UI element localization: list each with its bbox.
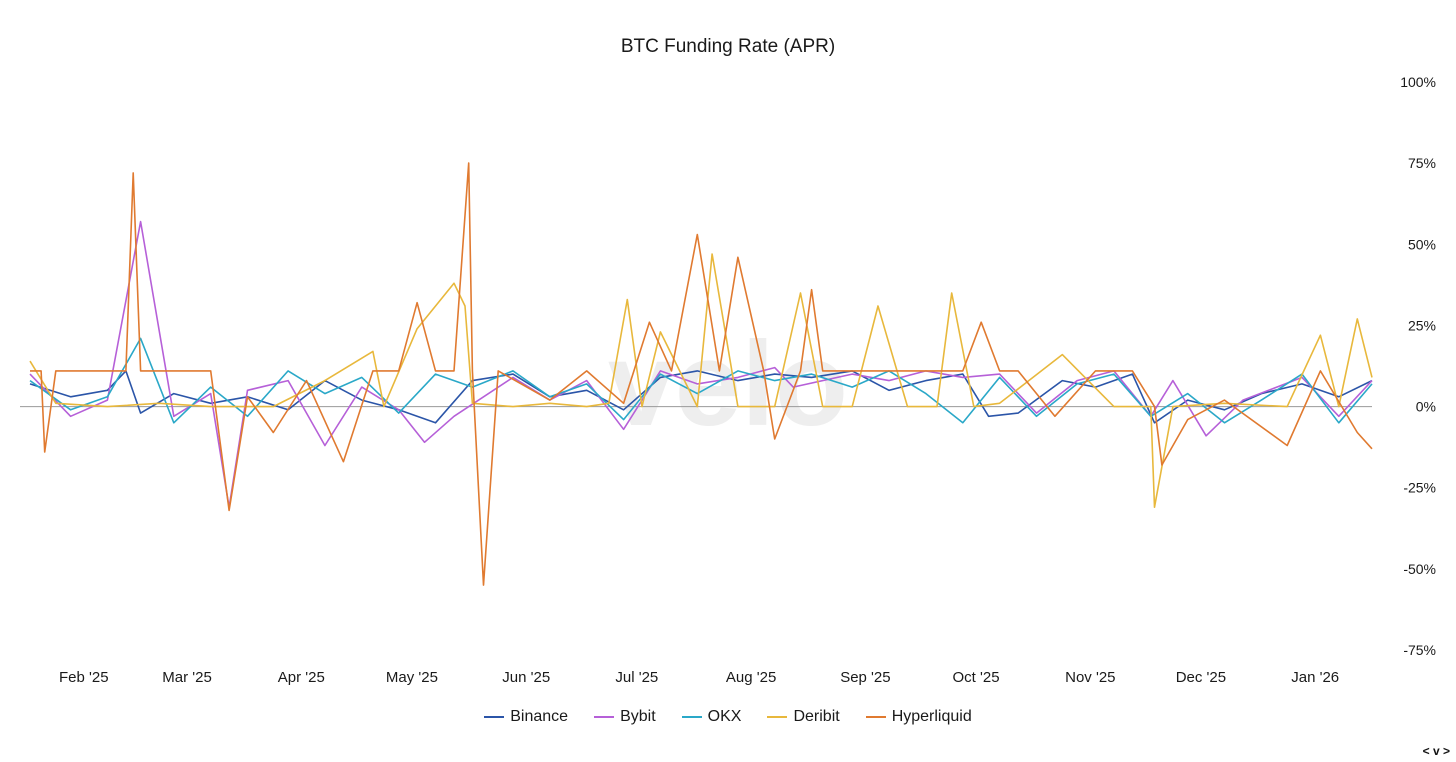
x-tick-label: Jun '25 [502, 669, 550, 686]
legend-swatch [594, 716, 615, 718]
y-tick-label: -25% [1403, 480, 1436, 496]
x-tick-label: May '25 [386, 669, 438, 686]
x-tick-label: Oct '25 [952, 669, 999, 686]
y-tick-label: 100% [1400, 74, 1436, 90]
y-axis: 100% 75% 50% 25% 0% -25% -50% -75% [1400, 74, 1436, 658]
legend-swatch [767, 716, 788, 718]
x-tick-label: Aug '25 [726, 669, 776, 686]
x-tick-label: Sep '25 [840, 669, 890, 686]
x-tick-label: Apr '25 [278, 669, 325, 686]
navigation-arrows[interactable]: < v > [1422, 744, 1450, 758]
legend-label: Deribit [793, 708, 840, 725]
y-tick-label: 50% [1408, 236, 1436, 252]
legend-item-deribit[interactable]: Deribit [767, 708, 840, 726]
y-tick-label: 0% [1416, 399, 1436, 415]
y-tick-label: 25% [1408, 317, 1436, 333]
legend-label: OKX [707, 708, 742, 725]
legend-label: Binance [510, 708, 569, 725]
chart-title: BTC Funding Rate (APR) [621, 36, 835, 57]
y-tick-label: -75% [1403, 642, 1436, 658]
legend-swatch [681, 716, 702, 718]
series-line-hyperliquid [30, 162, 1373, 586]
legend-label: Bybit [620, 708, 656, 725]
y-tick-label: -50% [1403, 561, 1436, 577]
legend-swatch [484, 716, 505, 718]
legend-label: Hyperliquid [891, 708, 972, 725]
y-tick-label: 75% [1408, 155, 1436, 171]
legend-swatch [865, 716, 886, 718]
x-axis: Feb '25 Mar '25 Apr '25 May '25 Jun '25 Jul '… [59, 669, 1339, 686]
x-tick-label: Feb '25 [59, 669, 109, 686]
x-tick-label: Nov '25 [1065, 669, 1115, 686]
x-tick-label: Jan '26 [1291, 669, 1339, 686]
legend-item-binance[interactable]: Binance [484, 708, 568, 726]
legend: Binance Bybit OKX Deribit Hyperliquid [0, 708, 1456, 726]
series-lines [29, 162, 1373, 586]
chart: velo BTC Funding Rate (APR) 100%75%50%25… [20, 36, 1436, 686]
x-tick-label: Jul '25 [615, 669, 658, 686]
x-tick-label: Dec '25 [1176, 669, 1226, 686]
legend-item-hyperliquid[interactable]: Hyperliquid [865, 708, 972, 726]
legend-item-okx[interactable]: OKX [681, 708, 742, 726]
series-line-deribit [29, 253, 1373, 509]
x-tick-label: Mar '25 [162, 669, 212, 686]
legend-item-bybit[interactable]: Bybit [594, 708, 656, 726]
